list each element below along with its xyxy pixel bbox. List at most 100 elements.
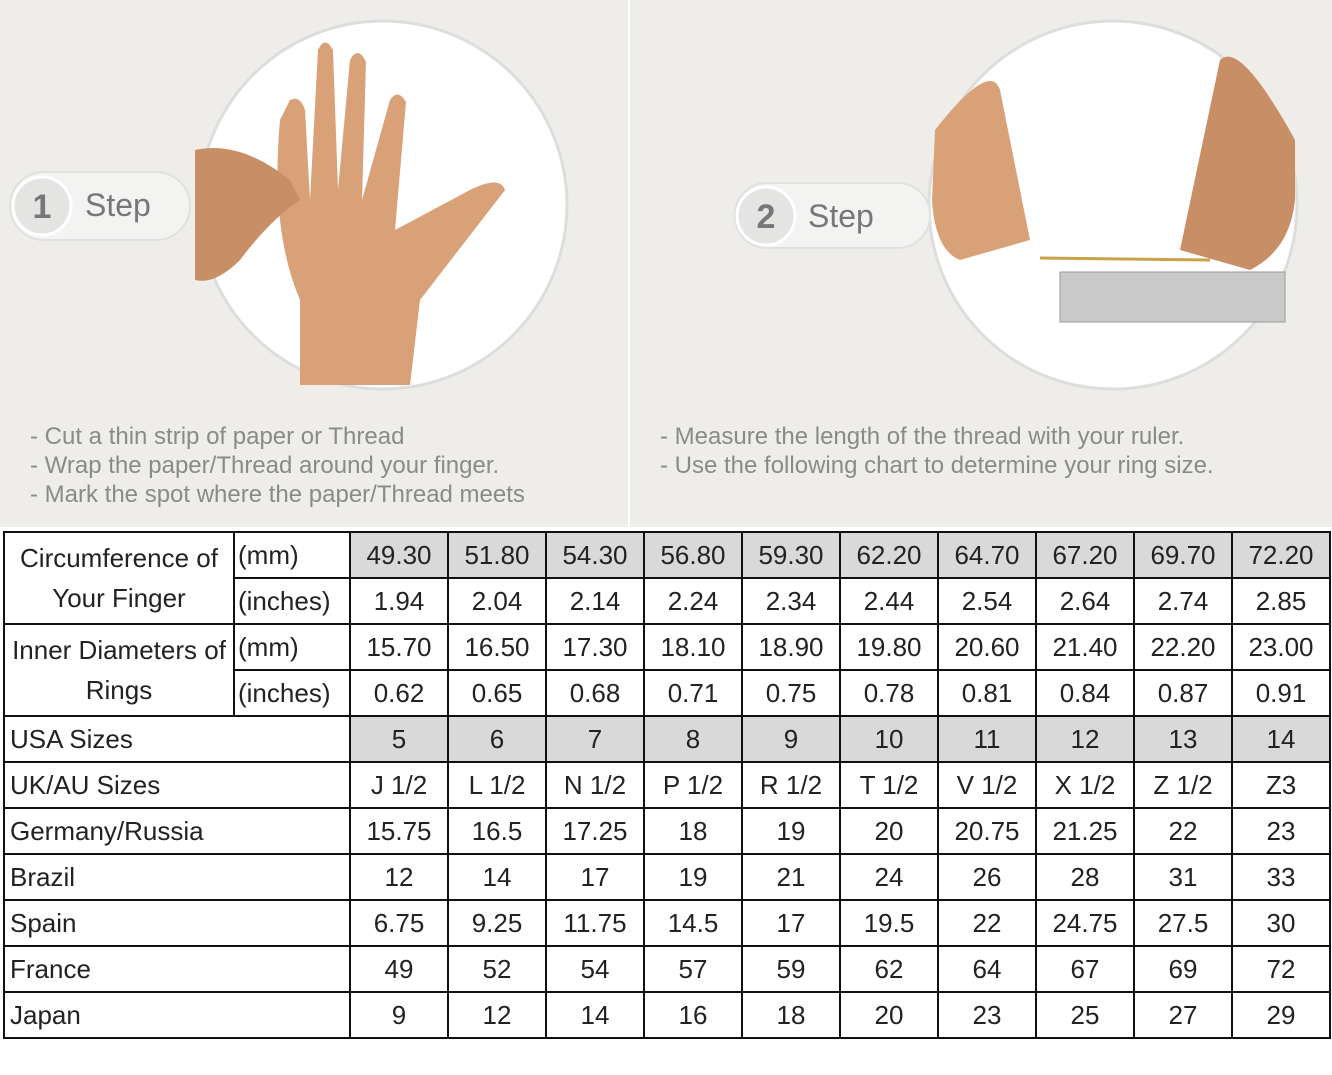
value-cell: 27	[1133, 991, 1233, 1039]
value-cell: 67	[1035, 945, 1135, 993]
value-cell: 30	[1231, 899, 1331, 947]
value-cell: 20	[839, 807, 939, 855]
value-cell: 0.62	[349, 669, 449, 717]
value-cell: 8	[643, 715, 743, 763]
hand	[1180, 56, 1295, 270]
hand	[277, 42, 505, 385]
row-label: Brazil	[3, 853, 351, 901]
table-row: Japan 9 12 14 16 18 20 23 25 27 29	[3, 991, 1331, 1039]
value-cell: 17	[545, 853, 645, 901]
value-cell: 64	[937, 945, 1037, 993]
value-cell: 72.20	[1231, 531, 1331, 579]
unit-label: (inches)	[233, 577, 351, 625]
value-cell: 5	[349, 715, 449, 763]
unit-label: (mm)	[233, 623, 351, 671]
value-cell: 21	[741, 853, 841, 901]
value-cell: 22	[1133, 807, 1233, 855]
value-cell: Z 1/2	[1133, 761, 1233, 809]
value-cell: 15.75	[349, 807, 449, 855]
value-cell: 49	[349, 945, 449, 993]
value-cell: 22.20	[1133, 623, 1233, 671]
value-cell: 19.5	[839, 899, 939, 947]
ring-size-table: Circumference of Your Finger (mm) 49.30 51.…	[3, 531, 1331, 1039]
value-cell: 56.80	[643, 531, 743, 579]
value-cell: 59	[741, 945, 841, 993]
value-cell: 1.94	[349, 577, 449, 625]
value-cell: 59.30	[741, 531, 841, 579]
value-cell: L 1/2	[447, 761, 547, 809]
value-cell: 12	[349, 853, 449, 901]
value-cell: 17.25	[545, 807, 645, 855]
table-row: USA Sizes 5 6 7 8 9 10 11 12 13 14	[3, 715, 1331, 763]
value-cell: 2.74	[1133, 577, 1233, 625]
value-cell: 2.44	[839, 577, 939, 625]
thread	[1039, 256, 1211, 262]
value-cell: 29	[1231, 991, 1331, 1039]
value-cell: 16.50	[447, 623, 547, 671]
value-cell: 57	[643, 945, 743, 993]
ruler	[1059, 271, 1286, 323]
value-cell: 9	[741, 715, 841, 763]
value-cell: 23	[937, 991, 1037, 1039]
value-cell: J 1/2	[349, 761, 449, 809]
bullet-text: - Use the following chart to determine y…	[660, 452, 1214, 479]
unit-label: (mm)	[233, 531, 351, 579]
value-cell: 2.24	[643, 577, 743, 625]
value-cell: 62	[839, 945, 939, 993]
value-cell: 0.78	[839, 669, 939, 717]
row-label: France	[3, 945, 351, 993]
value-cell: 54	[545, 945, 645, 993]
table-row: Inner Diameters of Rings (mm) 15.70 16.50 17…	[3, 623, 1331, 717]
value-cell: 15.70	[349, 623, 449, 671]
value-cell: N 1/2	[545, 761, 645, 809]
table-row: Circumference of Your Finger (mm) 49.30 51.…	[3, 531, 1331, 625]
value-cell: 64.70	[937, 531, 1037, 579]
value-cell: 0.87	[1133, 669, 1233, 717]
value-cell: 22	[937, 899, 1037, 947]
badge-circle	[735, 185, 797, 247]
badge-circle	[11, 175, 73, 237]
value-cell: 72	[1231, 945, 1331, 993]
value-cell: 67.20	[1035, 531, 1135, 579]
table-row: (inches) 1.94 2.04 2.14 2.24 2.34 2.44 2.54 2.64…	[4, 577, 1331, 625]
row-label: Germany/Russia	[3, 807, 351, 855]
value-cell: 9.25	[447, 899, 547, 947]
bullet-text: - Mark the spot where the paper/Thread m…	[30, 481, 525, 508]
value-cell: 16	[643, 991, 743, 1039]
step-label: Step	[85, 187, 151, 223]
hand	[195, 148, 300, 281]
bullet-text: - Measure the length of the thread with …	[660, 423, 1185, 450]
row-label: USA Sizes	[3, 715, 351, 763]
value-cell: 18	[741, 991, 841, 1039]
step-badge: 2 Step	[734, 182, 931, 249]
value-cell: 2.54	[937, 577, 1037, 625]
value-cell: 33	[1231, 853, 1331, 901]
value-cell: 0.91	[1231, 669, 1331, 717]
value-cell: 0.71	[643, 669, 743, 717]
table-row: France 49 52 54 57 59 62 64 67 69 72	[3, 945, 1331, 993]
value-cell: 18.10	[643, 623, 743, 671]
value-cell: 23.00	[1231, 623, 1331, 671]
value-cell: 21.25	[1035, 807, 1135, 855]
value-cell: 62.20	[839, 531, 939, 579]
value-cell: T 1/2	[839, 761, 939, 809]
value-cell: 18	[643, 807, 743, 855]
value-cell: 2.85	[1231, 577, 1331, 625]
value-cell: 12	[1035, 715, 1135, 763]
value-cell: 54.30	[545, 531, 645, 579]
step-badge: 1 Step	[9, 171, 191, 241]
bullet-text: - Wrap the paper/Thread around your fing…	[30, 452, 500, 479]
value-cell: 2.64	[1035, 577, 1135, 625]
value-cell: 0.65	[447, 669, 547, 717]
table-row: (inches) 0.62 0.65 0.68 0.71 0.75 0.78 0.81 0.84…	[4, 669, 1331, 717]
value-cell: 24.75	[1035, 899, 1135, 947]
value-cell: 19	[643, 853, 743, 901]
value-cell: 14	[447, 853, 547, 901]
value-cell: 49.30	[349, 531, 449, 579]
value-cell: 2.14	[545, 577, 645, 625]
value-cell: 20.75	[937, 807, 1037, 855]
table-row: Spain 6.75 9.25 11.75 14.5 17 19.5 22 24.75 27.5 3…	[3, 899, 1331, 947]
value-cell: 16.5	[447, 807, 547, 855]
instructions: 1 Step 2 Step	[0, 0, 1332, 527]
value-cell: 17	[741, 899, 841, 947]
